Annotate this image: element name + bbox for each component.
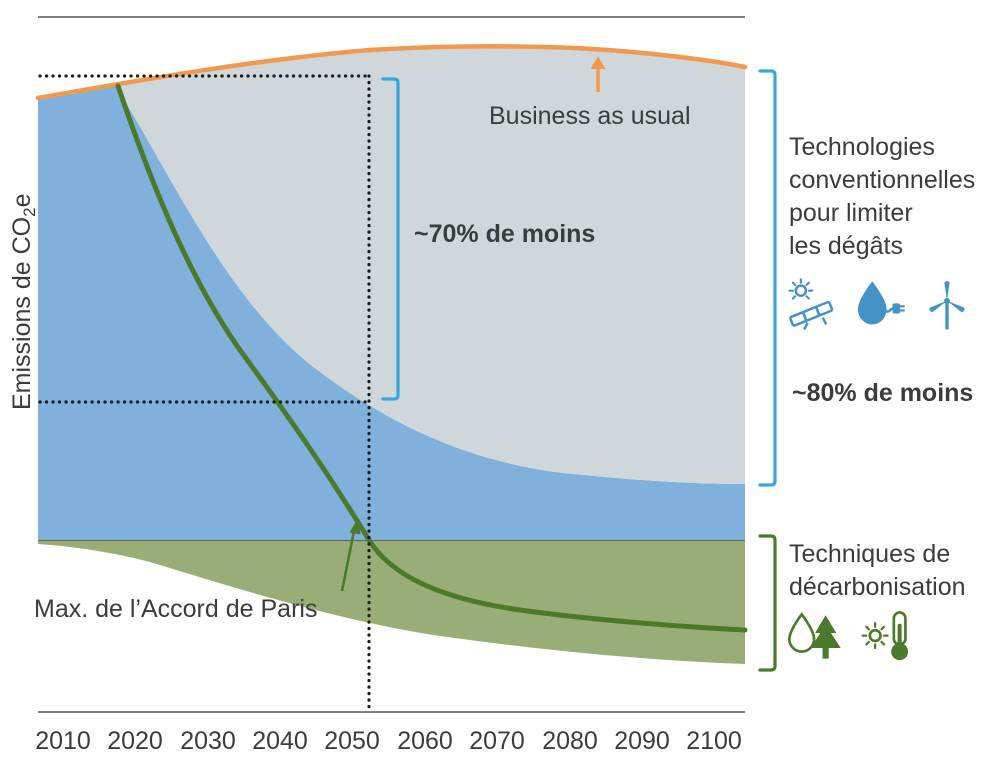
y-axis-label: Emissions de CO2e — [8, 194, 40, 411]
bau-annotation: Business as usual — [489, 102, 691, 130]
y-axis-label-suffix: e — [8, 193, 36, 208]
x-tick-2060: 2060 — [397, 727, 453, 755]
x-tick-2100: 2100 — [686, 727, 742, 755]
x-tick-2010: 2010 — [35, 727, 91, 755]
reduction-70-bracket — [381, 77, 400, 401]
x-tick-2080: 2080 — [542, 727, 598, 755]
conventional-label: Technologies conventionnelles pour limit… — [789, 133, 976, 260]
paris-arrow-icon — [340, 518, 361, 592]
solar-panel-icon — [788, 278, 834, 331]
tree-drop-icon — [787, 612, 841, 659]
x-tick-2090: 2090 — [614, 727, 670, 755]
bau-arrow-icon — [590, 56, 606, 92]
dotted-reference-lines — [38, 74, 371, 714]
x-tick-2040: 2040 — [252, 727, 308, 755]
x-tick-2050: 2050 — [324, 727, 380, 755]
decarbonisation-label: Techniques de décarbonisation — [789, 540, 966, 601]
blue-area-remaining-emissions — [38, 85, 745, 540]
x-tick-2020: 2020 — [107, 727, 163, 755]
sun-thermometer-icon — [861, 611, 909, 661]
green-area-decarbonisation — [38, 541, 745, 664]
minus-70-annotation: ~70% de moins — [414, 220, 596, 248]
conventional-bracket — [758, 69, 777, 487]
gray-area-conventional-reduction — [115, 45, 745, 485]
y-axis-label-subscript: 2 — [19, 207, 39, 217]
wind-turbine-icon — [929, 281, 965, 330]
paris-annotation: Max. de l’Accord de Paris — [34, 595, 318, 623]
paris-line — [115, 83, 748, 633]
x-tick-2030: 2030 — [180, 727, 236, 755]
minus-80-annotation: ~80% de moins — [792, 379, 974, 407]
y-axis-label-text: Emissions de CO — [8, 216, 36, 410]
x-tick-2070: 2070 — [469, 727, 525, 755]
conventional-icons — [784, 278, 974, 332]
decarbonisation-bracket — [758, 534, 777, 672]
hydro-plug-icon — [857, 281, 905, 325]
decarbonisation-icons — [784, 608, 917, 665]
